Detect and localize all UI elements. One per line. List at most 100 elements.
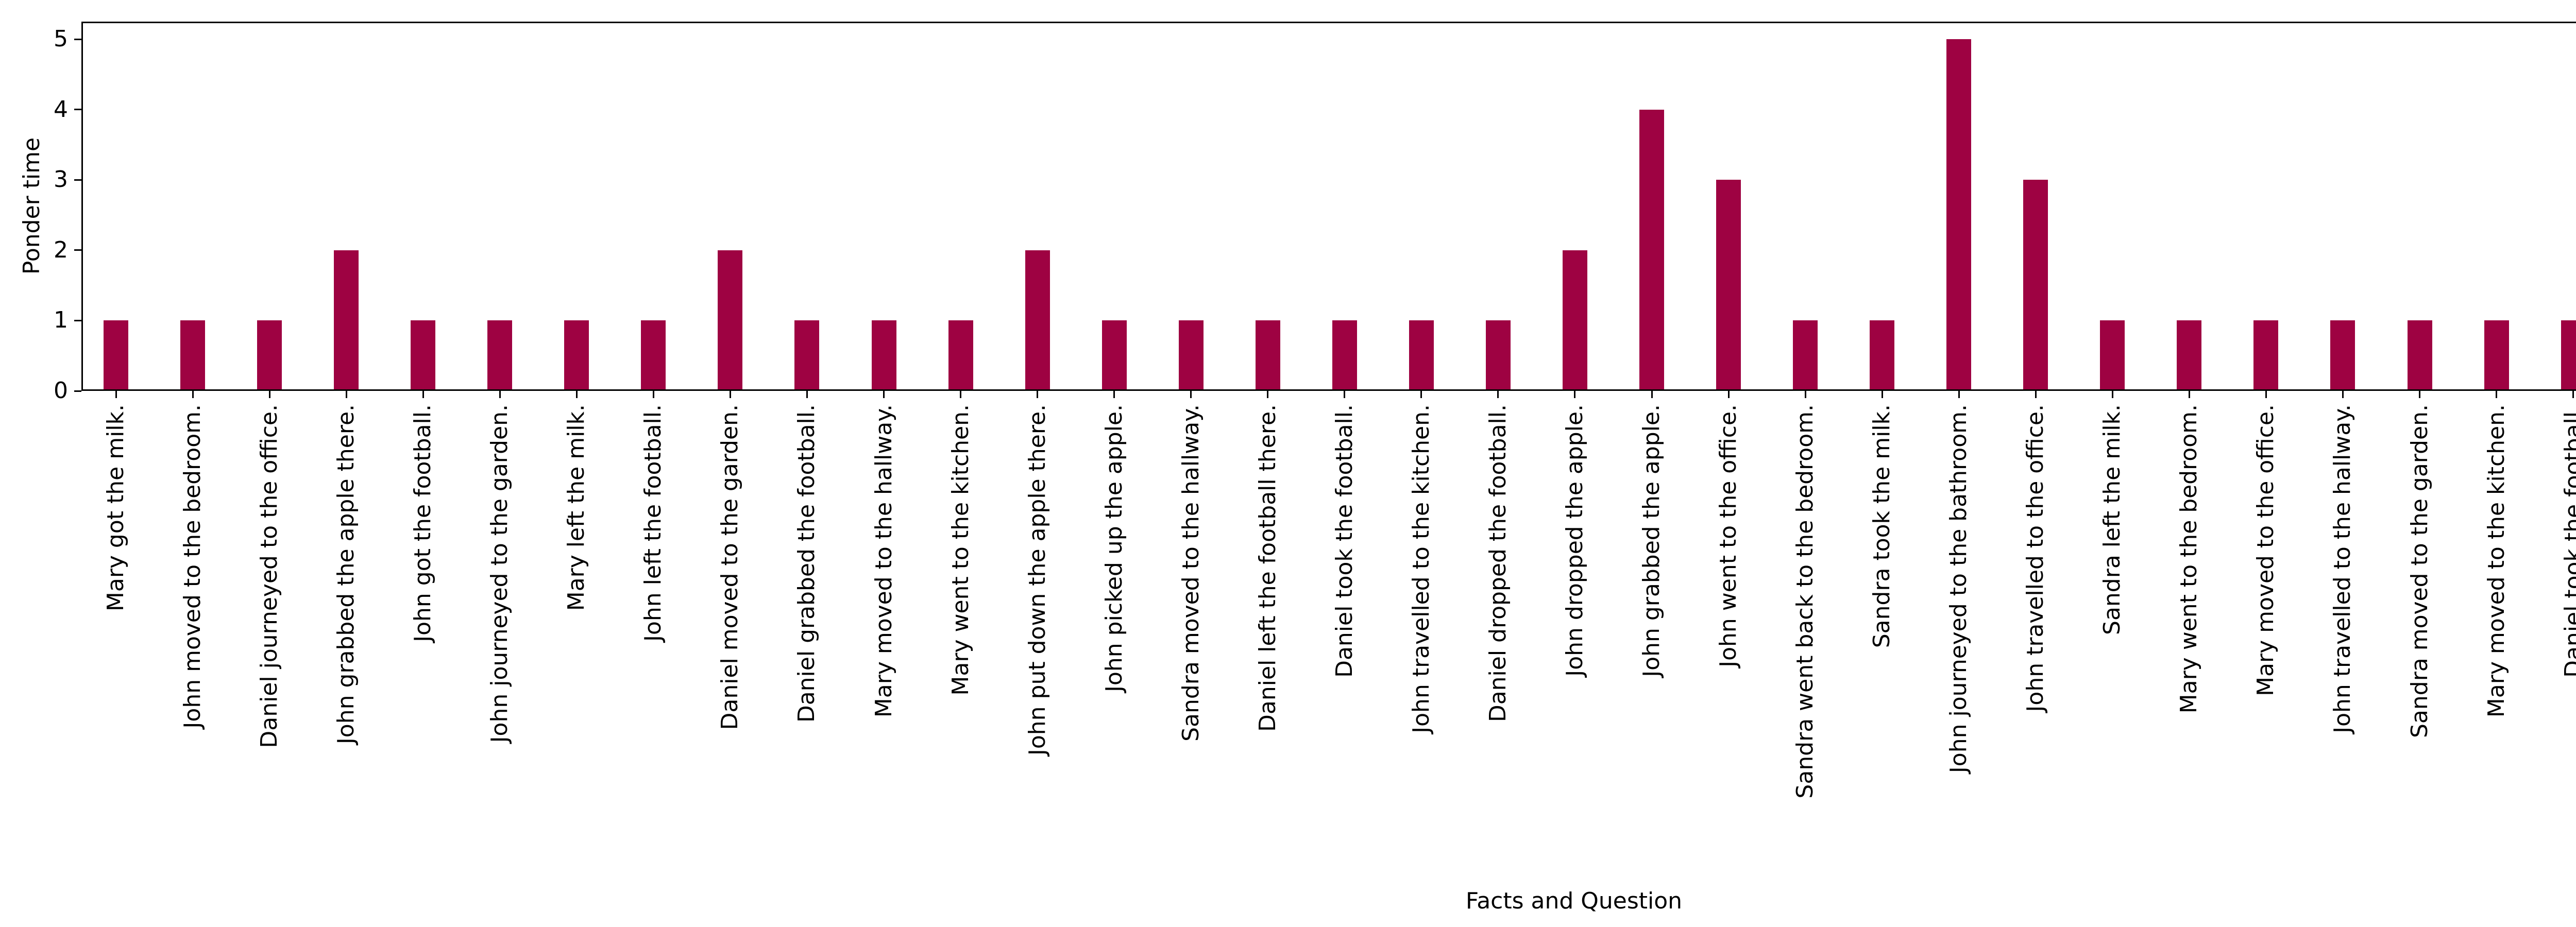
x-tick-mark xyxy=(2035,391,2037,398)
x-tick-mark xyxy=(575,391,578,398)
bar xyxy=(794,320,820,391)
bar xyxy=(2484,320,2509,391)
x-tick-label: John travelled to the office. xyxy=(2022,404,2049,712)
x-axis-title: Facts and Question xyxy=(1465,888,1683,914)
y-tick-mark xyxy=(74,109,81,111)
bar xyxy=(948,320,973,391)
x-tick-label: Sandra left the milk. xyxy=(2099,404,2126,635)
bar xyxy=(1716,180,1741,391)
x-tick-label: John travelled to the hallway. xyxy=(2329,404,2356,733)
y-tick-label: 0 xyxy=(54,377,68,404)
y-tick-mark xyxy=(74,390,81,392)
bar xyxy=(1793,320,1818,391)
bar xyxy=(2100,320,2125,391)
plot-area xyxy=(81,22,2576,391)
x-tick-mark xyxy=(1497,391,1499,398)
x-tick-mark xyxy=(960,391,962,398)
x-tick-label: Daniel dropped the football. xyxy=(1484,404,1511,723)
bar xyxy=(487,320,513,391)
x-tick-mark xyxy=(345,391,347,398)
x-tick-mark xyxy=(1727,391,1730,398)
x-tick-mark xyxy=(883,391,885,398)
x-tick-label: Sandra went back to the bedroom. xyxy=(1792,404,1819,799)
x-tick-mark xyxy=(1190,391,1192,398)
x-tick-label: Daniel journeyed to the office. xyxy=(256,404,283,748)
bar xyxy=(1025,250,1050,391)
y-tick-mark xyxy=(74,319,81,321)
bar xyxy=(1562,250,1587,391)
y-tick-label: 4 xyxy=(54,96,68,123)
x-axis-ticks xyxy=(81,391,2576,401)
x-tick-mark xyxy=(115,391,117,398)
bar xyxy=(2330,320,2355,391)
x-tick-mark xyxy=(422,391,424,398)
bar xyxy=(1946,39,1972,391)
bar xyxy=(1178,320,1204,391)
x-tick-label: Sandra moved to the hallway. xyxy=(1177,404,1204,742)
x-tick-mark xyxy=(192,391,194,398)
x-tick-mark xyxy=(806,391,808,398)
y-tick-label: 2 xyxy=(54,236,68,263)
x-tick-label: Daniel left the football there. xyxy=(1254,404,1281,732)
bar xyxy=(871,320,896,391)
x-tick-label: Mary moved to the kitchen. xyxy=(2483,404,2510,718)
x-tick-mark xyxy=(1037,391,1039,398)
x-tick-label: Mary moved to the hallway. xyxy=(870,404,897,718)
bar xyxy=(2253,320,2279,391)
bar xyxy=(1870,320,1895,391)
x-tick-mark xyxy=(1804,391,1806,398)
x-tick-label: Mary went to the bedroom. xyxy=(2176,404,2202,714)
y-axis-title: Ponder time xyxy=(19,137,45,275)
bars-layer xyxy=(81,22,2576,391)
bar xyxy=(411,320,436,391)
x-tick-mark xyxy=(729,391,731,398)
x-tick-label: John put down the apple there. xyxy=(1024,404,1050,756)
x-tick-mark xyxy=(1113,391,1115,398)
x-axis-tick-labels: Mary got the milk. John moved to the bedr… xyxy=(81,404,2576,899)
x-tick-mark xyxy=(2265,391,2267,398)
x-tick-label: Sandra moved to the garden. xyxy=(2406,404,2433,738)
x-tick-label: Daniel moved to the garden. xyxy=(717,404,743,730)
x-tick-mark xyxy=(1881,391,1883,398)
bar xyxy=(1255,320,1280,391)
x-tick-label: Mary went to the kitchen. xyxy=(947,404,974,696)
y-tick-label: 3 xyxy=(54,166,68,193)
y-tick-mark xyxy=(74,179,81,181)
x-tick-mark xyxy=(2572,391,2574,398)
x-tick-label: John grabbed the apple there. xyxy=(333,404,360,745)
bar xyxy=(334,250,359,391)
bar xyxy=(180,320,206,391)
y-tick-mark xyxy=(74,249,81,251)
bar xyxy=(1639,109,1664,391)
x-tick-mark xyxy=(1344,391,1346,398)
bar xyxy=(104,320,128,391)
x-tick-label: John journeyed to the bathroom. xyxy=(1945,404,1972,774)
x-tick-label: John picked up the apple. xyxy=(1100,404,1127,693)
x-tick-mark xyxy=(1651,391,1653,398)
x-tick-label: John dropped the apple. xyxy=(1561,404,1588,677)
x-tick-label: John left the football. xyxy=(640,404,667,642)
bar xyxy=(1101,320,1127,391)
x-tick-mark xyxy=(1574,391,1576,398)
x-tick-label: John went to the office. xyxy=(1715,404,1742,667)
x-tick-label: John journeyed to the garden. xyxy=(486,404,513,743)
x-tick-mark xyxy=(2188,391,2190,398)
x-tick-label: John moved to the bedroom. xyxy=(179,404,206,729)
bar xyxy=(1409,320,1434,391)
bar xyxy=(2407,320,2432,391)
x-tick-mark xyxy=(652,391,654,398)
x-tick-mark xyxy=(268,391,270,398)
bar xyxy=(564,320,589,391)
x-tick-label: Daniel took the football. xyxy=(2560,404,2576,678)
y-axis: 0 1 2 3 4 5 xyxy=(0,0,81,412)
x-tick-mark xyxy=(2496,391,2498,398)
x-tick-mark xyxy=(1420,391,1422,398)
bar xyxy=(1332,320,1357,391)
y-tick-label: 1 xyxy=(54,307,68,334)
x-tick-label: John travelled to the kitchen. xyxy=(1408,404,1434,733)
x-tick-label: John grabbed the apple. xyxy=(1638,404,1665,677)
bar xyxy=(641,320,666,391)
y-tick-mark xyxy=(74,38,81,40)
x-tick-label: Mary left the milk. xyxy=(563,404,590,611)
